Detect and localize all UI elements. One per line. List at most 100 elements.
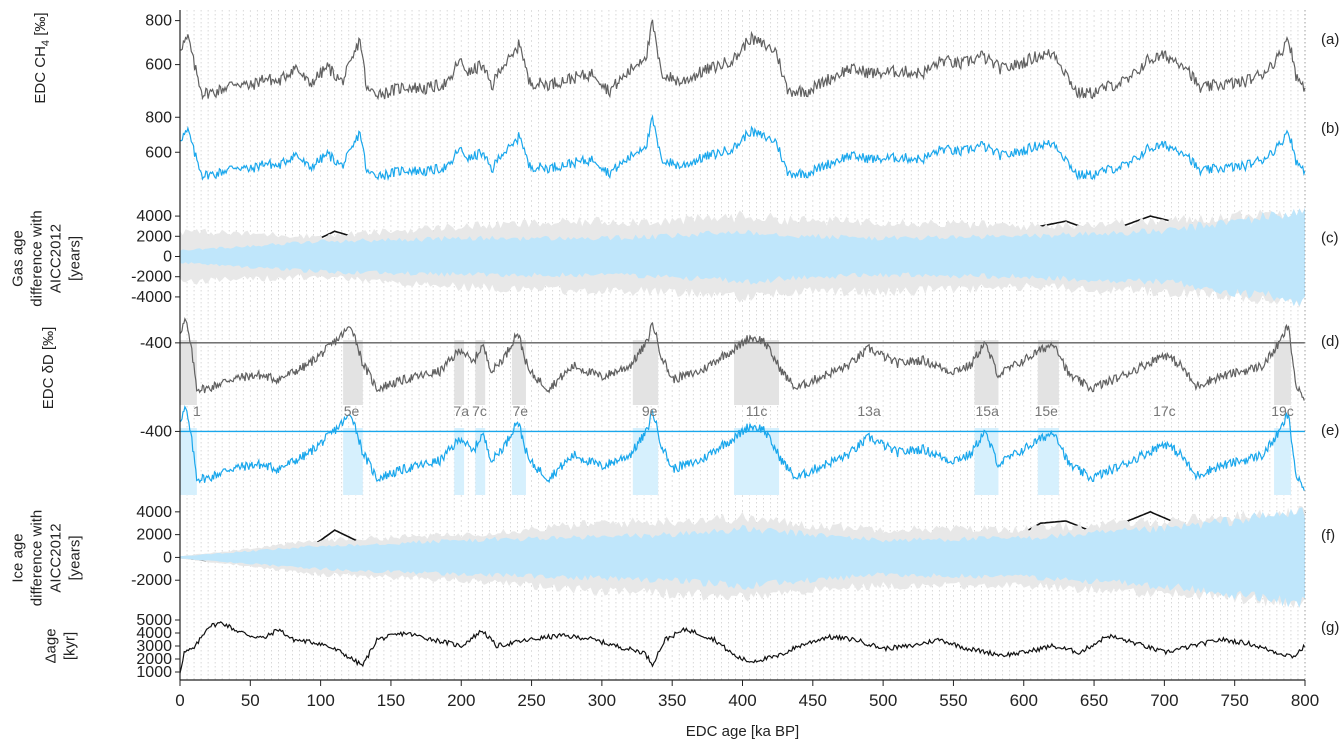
ytick-label: 2000 (136, 651, 172, 668)
xtick-label: 400 (728, 691, 756, 710)
y-axis-label-g: Δage [kyr] (43, 628, 79, 663)
mis-band (1274, 428, 1291, 495)
panel-b: 600 800 (b) (145, 109, 1339, 182)
panel-label-b: (b) (1321, 120, 1339, 137)
mis-label: 7a (453, 403, 469, 419)
panel-label-g: (g) (1321, 619, 1339, 636)
xtick-label: 750 (1221, 691, 1249, 710)
mis-label: 15e (1035, 403, 1059, 419)
ytick-label: 800 (145, 109, 172, 126)
mis-label: 13a (857, 403, 881, 419)
y-axis-label-line: [kyr] (62, 632, 79, 660)
ytick-label: 2000 (136, 228, 172, 245)
mis-band (454, 428, 465, 495)
mis-band (974, 428, 999, 495)
mis-band (343, 428, 363, 495)
mis-label: 7c (472, 403, 487, 419)
uncertainty-inner-f (180, 507, 1305, 608)
series-line-g (179, 621, 1306, 674)
x-axis: 0 50 100 150 200 250 300 350 400 450 500 550 600 650 7… (175, 679, 1319, 740)
y-axis-label-line: EDC δD [‰] (40, 327, 57, 410)
mis-shading-d (180, 340, 1291, 405)
ytick-label: 600 (145, 144, 172, 161)
series-line-d (179, 317, 1305, 401)
panel-e: -400 (e) (140, 405, 1339, 491)
y-axis-label-c: Gas age difference with AICC2012 [years] (10, 210, 84, 306)
mis-label: 11c (746, 403, 768, 419)
panel-label-a: (a) (1321, 31, 1339, 48)
mis-band (475, 428, 486, 495)
y-axis-label-line: difference with (29, 510, 46, 606)
mis-band (974, 340, 999, 405)
panel-label-f: (f) (1321, 527, 1335, 544)
xtick-label: 650 (1080, 691, 1108, 710)
mis-label: 7e (513, 403, 529, 419)
xtick-label: 50 (241, 691, 260, 710)
mis-band (511, 428, 526, 495)
mis-band (454, 340, 465, 405)
mis-band (1037, 428, 1059, 495)
ytick-label: 800 (145, 13, 172, 30)
xtick-label: 800 (1291, 691, 1319, 710)
mis-label: 19c (1271, 403, 1294, 419)
xtick-label: 200 (447, 691, 475, 710)
y-axis-label-line: difference with (29, 210, 46, 306)
ytick-label: 5000 (136, 612, 172, 629)
mis-band (734, 428, 780, 495)
y-axis-label-a: EDC CH4 [‰] (32, 12, 52, 103)
panel-label-c: (c) (1321, 230, 1339, 247)
xtick-label: 550 (939, 691, 967, 710)
y-axis-label-f: Ice age difference with AICC2012 [years] (10, 510, 84, 606)
mis-label: 17c (1153, 403, 1176, 419)
xtick-label: 150 (377, 691, 405, 710)
xtick-label: 300 (588, 691, 616, 710)
panel-a: 600 800 (a) (145, 13, 1339, 101)
ytick-label: -400 (140, 423, 172, 440)
ytick-label: 4000 (136, 625, 172, 642)
ytick-label: -2000 (131, 572, 172, 589)
ytick-label: 0 (163, 249, 172, 266)
y-axis-label-line: Gas age (10, 230, 27, 287)
mis-band (475, 340, 486, 405)
x-axis-label: EDC age [ka BP] (686, 723, 799, 740)
y-axis-label-line: Ice age (10, 533, 27, 582)
ytick-label: 0 (163, 549, 172, 566)
panel-label-d: (d) (1321, 333, 1339, 350)
ytick-label: 2000 (136, 527, 172, 544)
uncertainty-inner-c (180, 207, 1305, 307)
mis-labels: 1 5e 7a 7c 7e 9e 11c 13a 15a 15e 17c 19c (193, 403, 1294, 419)
panel-d: -400 (d) (140, 317, 1339, 401)
y-axis-label-line: Δage (43, 628, 60, 663)
mis-label: 5e (344, 403, 360, 419)
mis-band (343, 340, 363, 405)
panel-label-e: (e) (1321, 422, 1339, 439)
xtick-label: 600 (1010, 691, 1038, 710)
xtick-label: 450 (799, 691, 827, 710)
mis-band (1037, 340, 1059, 405)
mis-band (1274, 340, 1291, 405)
mis-band (511, 340, 526, 405)
xtick-label: 500 (869, 691, 897, 710)
mis-band (632, 428, 659, 495)
ytick-label: 1000 (136, 664, 172, 681)
mis-label: 15a (976, 403, 1000, 419)
series-line-b (179, 114, 1306, 182)
mis-shading-e (180, 428, 1291, 495)
y-axis-label-line: AICC2012 (48, 224, 65, 293)
mis-band (734, 340, 780, 405)
y-axis-label-line: [years] (67, 236, 84, 281)
ytick-label: 4000 (136, 208, 172, 225)
xtick-label: 700 (1150, 691, 1178, 710)
ytick-label: 600 (145, 57, 172, 74)
xtick-label: 350 (658, 691, 686, 710)
ytick-label: 3000 (136, 638, 172, 655)
y-axis-label-text: EDC CH4 [‰] (32, 12, 52, 103)
series-line-e (179, 405, 1305, 491)
ytick-label: -400 (140, 335, 172, 352)
mis-label: 1 (193, 403, 201, 419)
mis-band (632, 340, 659, 405)
ytick-label: -2000 (131, 269, 172, 286)
xtick-label: 100 (306, 691, 334, 710)
ytick-label: 4000 (136, 504, 172, 521)
